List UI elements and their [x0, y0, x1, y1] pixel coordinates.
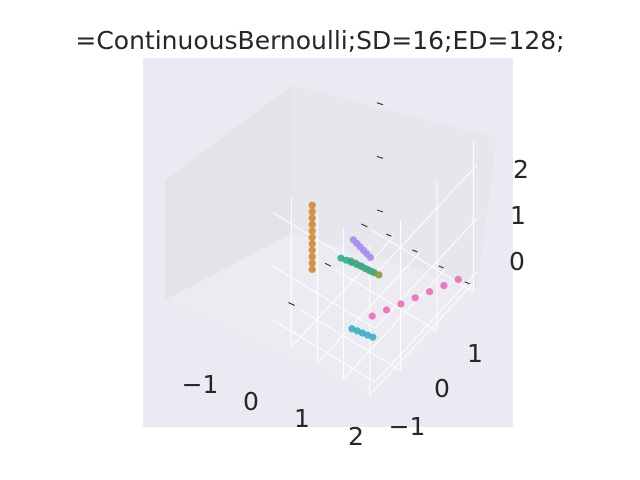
series-0-point — [308, 259, 316, 267]
series-5-point — [425, 288, 434, 296]
series-0-point — [308, 253, 316, 261]
y-gridline — [334, 268, 438, 332]
series-0-point — [308, 214, 316, 222]
y-gridline — [298, 308, 401, 371]
z-tick-labels: 0 1 2 — [509, 155, 529, 276]
x-gridline — [317, 252, 420, 364]
series-5-point — [368, 312, 376, 320]
z-tick-label: 2 — [513, 155, 529, 184]
y-tick-label: 1 — [467, 339, 483, 368]
x-tick-label: 0 — [243, 387, 259, 416]
series-1-point — [375, 271, 383, 279]
x-tick-label: 1 — [294, 404, 310, 433]
z-tick-label: 1 — [510, 201, 526, 230]
series-0-point — [308, 227, 316, 235]
y-tick-label: −1 — [389, 412, 426, 441]
x-tick-label: 2 — [348, 422, 364, 451]
z-gridline — [272, 265, 376, 329]
x-gridline — [290, 236, 394, 348]
y-tick-mark — [288, 302, 295, 306]
series-0-point — [308, 201, 316, 209]
z-tick-mark — [376, 102, 384, 106]
chart-title: =ContinuousBernoulli;SD=16;ED=128; — [75, 26, 564, 55]
scatter-points — [308, 201, 462, 341]
x-tick-mark — [412, 249, 418, 253]
series-2-point — [368, 268, 376, 276]
series-5-point — [454, 275, 462, 284]
x-tick-mark — [464, 281, 470, 285]
series-0-point — [308, 208, 316, 216]
series-0-point — [308, 220, 316, 229]
x-tick-label: −1 — [182, 370, 219, 399]
back-pane-left — [165, 85, 293, 300]
series-5-point — [382, 306, 391, 314]
series-0-point — [308, 246, 316, 254]
grid-lines — [272, 141, 478, 396]
series-0-point — [308, 233, 316, 241]
x-tick-mark — [438, 265, 444, 269]
series-5-point — [411, 294, 419, 302]
x-gridline — [369, 284, 473, 396]
series-0-point — [308, 265, 316, 274]
series-4-point — [366, 253, 375, 262]
z-gridline — [272, 319, 376, 383]
z-tick-mark — [376, 155, 384, 159]
y-tick-label: 0 — [434, 374, 450, 403]
y-tick-mark — [361, 223, 368, 228]
z-gridline — [374, 218, 478, 329]
y-tick-labels: −1 0 1 — [389, 339, 483, 441]
x-gridline — [343, 268, 446, 380]
y-tick-mark — [324, 262, 332, 267]
z-tick-mark — [376, 209, 384, 213]
series-5-point — [440, 281, 448, 290]
z-gridline — [374, 164, 478, 276]
z-tick-label: 0 — [509, 247, 525, 276]
z-gridline — [374, 271, 478, 383]
x-tick-mark — [386, 233, 392, 237]
tick-marks — [288, 102, 470, 306]
x-tick-labels: −1 0 1 2 — [182, 370, 364, 451]
series-3-point — [369, 333, 377, 341]
series-0-point — [308, 240, 316, 248]
series-5-point — [397, 300, 405, 308]
